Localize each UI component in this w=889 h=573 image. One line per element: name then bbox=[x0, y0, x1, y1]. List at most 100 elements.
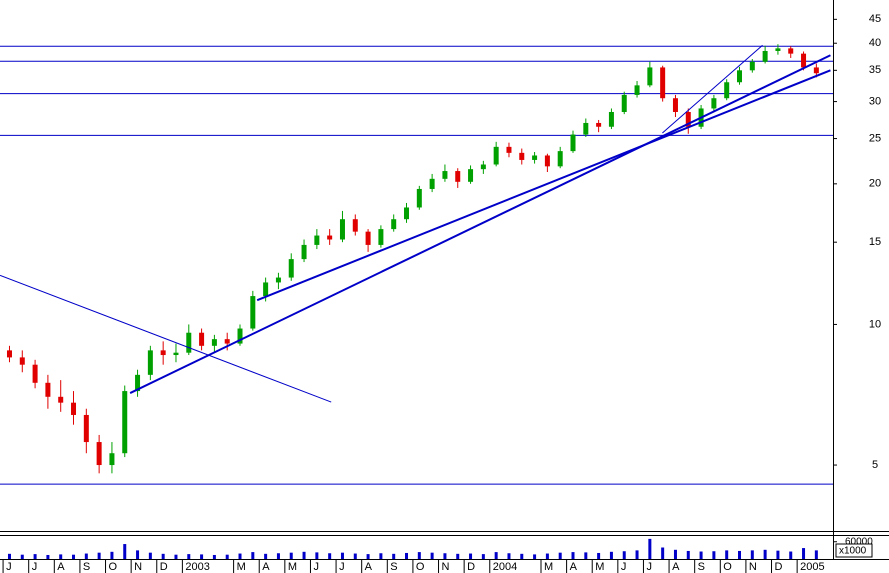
volume-bar bbox=[405, 552, 409, 559]
candle-body bbox=[58, 396, 64, 403]
volume-bar bbox=[148, 552, 152, 559]
candle-body bbox=[275, 277, 281, 283]
trend-line bbox=[0, 274, 332, 403]
volume-unit-label: x1000 bbox=[839, 546, 867, 557]
candle-body bbox=[749, 61, 755, 71]
candle-body bbox=[685, 111, 691, 127]
volume-bar bbox=[97, 552, 101, 559]
x-tick-label: N bbox=[134, 561, 142, 573]
candle-body bbox=[660, 67, 666, 99]
candle-body bbox=[263, 282, 269, 297]
volume-bar bbox=[251, 552, 255, 559]
candle-body bbox=[570, 134, 576, 152]
volume-bar bbox=[200, 554, 204, 559]
volume-bar bbox=[187, 554, 191, 559]
candle-body bbox=[288, 259, 294, 278]
volume-bar bbox=[789, 551, 793, 559]
volume-bar bbox=[366, 554, 370, 559]
volume-bar bbox=[584, 552, 588, 559]
candle-body bbox=[416, 188, 422, 208]
volume-bar bbox=[814, 550, 818, 559]
candle-body bbox=[455, 171, 461, 182]
candle-body bbox=[6, 350, 12, 358]
volume-bar bbox=[545, 553, 549, 559]
volume-bar bbox=[648, 538, 652, 559]
candle-body bbox=[429, 178, 435, 189]
volume-bar bbox=[456, 553, 460, 559]
x-tick-label: N bbox=[749, 561, 757, 573]
y-tick-label: 20 bbox=[869, 178, 881, 190]
x-tick-label: M bbox=[595, 561, 604, 573]
candle-body bbox=[762, 50, 768, 62]
candle-body bbox=[775, 48, 781, 51]
x-tick-label: 2005 bbox=[800, 561, 824, 573]
y-tick-label: 30 bbox=[869, 95, 881, 107]
candle-body bbox=[711, 98, 717, 109]
candle-body bbox=[480, 164, 486, 170]
trend-line bbox=[256, 69, 831, 302]
candle-body bbox=[19, 357, 25, 365]
candle-body bbox=[813, 67, 819, 74]
volume-bar bbox=[7, 553, 11, 559]
candle-body bbox=[237, 328, 243, 344]
volume-bar bbox=[494, 552, 498, 559]
volume-bar bbox=[725, 550, 729, 559]
volume-bar bbox=[238, 553, 242, 559]
candle-body bbox=[647, 67, 653, 86]
candle-body bbox=[109, 453, 115, 466]
x-tick-label: O bbox=[109, 561, 118, 573]
candle-body bbox=[71, 402, 77, 415]
volume-bar bbox=[161, 553, 165, 559]
volume-bar bbox=[276, 553, 280, 559]
candle-body bbox=[519, 152, 525, 160]
x-tick-label: J bbox=[339, 561, 345, 573]
x-tick-label: M bbox=[237, 561, 246, 573]
volume-bar bbox=[20, 554, 24, 559]
volume-bar bbox=[392, 553, 396, 559]
volume-bar bbox=[763, 549, 767, 559]
x-tick-label: M bbox=[288, 561, 297, 573]
candle-body bbox=[583, 122, 589, 135]
volume-tick-label: 60000 bbox=[845, 536, 873, 547]
volume-bar bbox=[46, 554, 50, 559]
y-tick-label: 40 bbox=[869, 37, 881, 49]
volume-bar bbox=[59, 554, 63, 559]
candle-body bbox=[737, 70, 743, 83]
candle-body bbox=[801, 53, 807, 68]
x-tick-label: M bbox=[544, 561, 553, 573]
volume-bar bbox=[661, 547, 665, 559]
x-tick-label: S bbox=[83, 561, 90, 573]
x-tick-label: D bbox=[467, 561, 475, 573]
candle-body bbox=[532, 155, 538, 160]
x-tick-label: J bbox=[313, 561, 319, 573]
candle-body bbox=[45, 382, 51, 397]
volume-bar bbox=[712, 551, 716, 559]
x-tick-label: O bbox=[723, 561, 732, 573]
x-tick-label: J bbox=[6, 561, 12, 573]
candle-body bbox=[173, 352, 179, 356]
volume-bar bbox=[174, 554, 178, 559]
candle-body bbox=[211, 339, 217, 346]
x-tick-label: 2003 bbox=[185, 561, 209, 573]
unit-box bbox=[835, 543, 873, 558]
candle-body bbox=[468, 169, 474, 182]
candle-body bbox=[596, 122, 602, 127]
volume-bar bbox=[686, 550, 690, 559]
y-tick-label: 25 bbox=[869, 132, 881, 144]
x-tick-label: A bbox=[365, 561, 373, 573]
volume-bar bbox=[302, 551, 306, 559]
candle-body bbox=[724, 82, 730, 99]
x-tick-label: S bbox=[390, 561, 397, 573]
volume-bar bbox=[340, 552, 344, 559]
candle-body bbox=[557, 151, 563, 167]
x-tick-label: J bbox=[32, 561, 37, 573]
y-tick-label: 35 bbox=[869, 64, 881, 76]
candle-body bbox=[788, 48, 794, 54]
x-tick-label: A bbox=[57, 561, 65, 573]
volume-bar bbox=[72, 554, 76, 559]
volume-bar bbox=[673, 549, 677, 559]
x-tick-label: A bbox=[672, 561, 680, 573]
candle-body bbox=[224, 339, 230, 344]
candle-body bbox=[634, 85, 640, 95]
